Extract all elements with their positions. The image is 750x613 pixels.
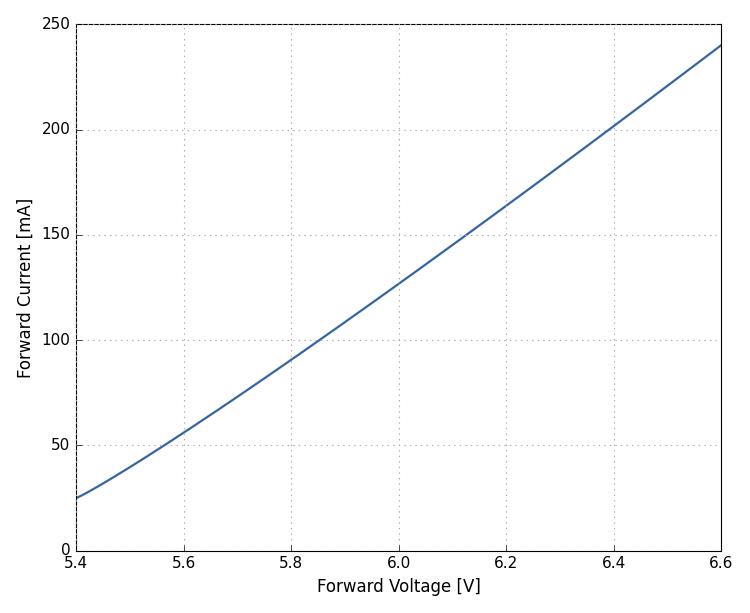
Y-axis label: Forward Current [mA]: Forward Current [mA] (16, 197, 34, 378)
X-axis label: Forward Voltage [V]: Forward Voltage [V] (316, 578, 481, 596)
